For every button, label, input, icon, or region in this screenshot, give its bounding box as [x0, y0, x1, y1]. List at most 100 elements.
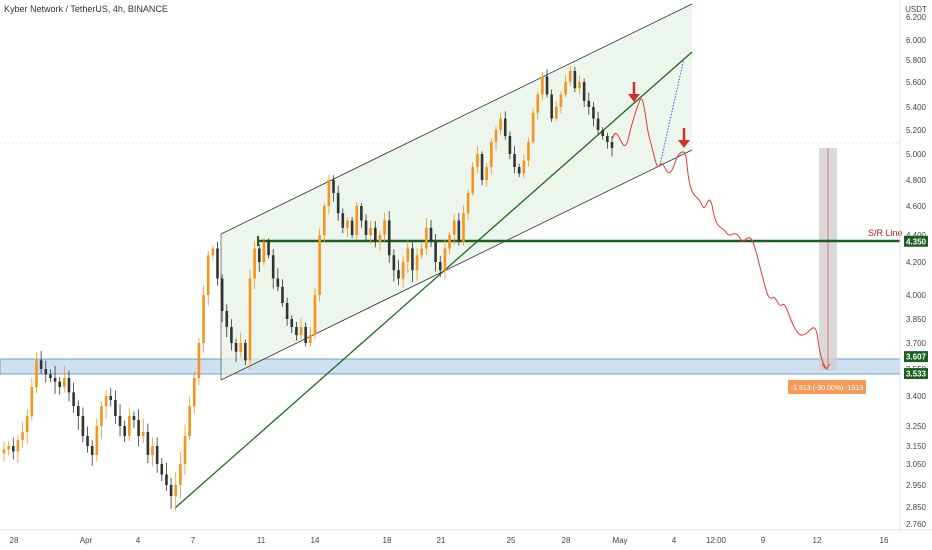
candle-down	[610, 142, 614, 148]
candle-up	[2, 449, 6, 454]
candle-up	[197, 343, 201, 378]
candle-up	[25, 416, 29, 432]
candle-down	[53, 378, 57, 382]
candle-down	[360, 206, 363, 221]
candle-up	[174, 485, 178, 496]
candle-up	[248, 278, 252, 361]
y-tick-label: 5.200	[906, 126, 927, 135]
x-tick-label: 4	[672, 536, 677, 545]
candle-down	[234, 343, 238, 352]
candle-down	[67, 378, 71, 393]
candle-down	[230, 327, 233, 343]
candle-up	[541, 76, 544, 95]
x-tick-label: 4	[136, 536, 141, 545]
candle-down	[114, 400, 117, 416]
candle-down	[503, 118, 507, 136]
chart-title: Kyber Network / TetherUS, 4h, BINANCE	[4, 4, 168, 14]
candle-up	[299, 327, 303, 335]
y-axis: 6.200 6.000 5.800 5.600 5.400 5.200 5.000 4.800…	[906, 13, 927, 529]
candle-up	[104, 396, 108, 406]
x-tick-label: 14	[311, 536, 320, 545]
candle-up	[100, 406, 103, 426]
candle-up	[151, 446, 154, 455]
price-tag	[904, 351, 928, 363]
candle-down	[76, 406, 80, 416]
candle-down	[350, 220, 354, 235]
candle-down	[480, 154, 484, 180]
price-tag	[904, 368, 928, 380]
candle-up	[30, 387, 34, 416]
x-tick-label: 16	[880, 536, 889, 545]
sr-label: S/R Line	[868, 228, 903, 238]
projection-connector	[659, 57, 685, 166]
candle-down	[160, 464, 164, 475]
candle-down	[225, 311, 229, 327]
y-tick-label: 5.600	[906, 78, 927, 87]
candle-up	[499, 118, 502, 130]
candle-up	[522, 160, 526, 174]
candle-up	[202, 295, 205, 343]
candle-down	[165, 474, 168, 485]
y-tick-label: 4.800	[906, 176, 927, 185]
candle-up	[527, 142, 530, 161]
y-tick-label: 2.850	[906, 503, 927, 512]
price-tag	[904, 235, 928, 247]
candle-down	[545, 76, 549, 95]
candle-down	[123, 426, 126, 436]
candle-down	[58, 381, 61, 387]
candle-down	[90, 446, 94, 455]
candle-down	[304, 327, 307, 343]
rising-trendline	[174, 51, 693, 509]
candle-up	[448, 235, 451, 249]
x-tick-label: 18	[383, 536, 392, 545]
candle-down	[364, 220, 368, 235]
candle-down	[295, 327, 298, 335]
y-tick-label: 3.150	[906, 442, 927, 451]
candle-down	[587, 100, 591, 107]
candle-up	[490, 142, 493, 167]
candle-down	[341, 213, 345, 228]
y-tick-label: 4.200	[906, 258, 927, 267]
candle-down	[336, 193, 340, 214]
candle-up	[559, 94, 563, 107]
candle-up	[183, 436, 187, 464]
candle-down	[257, 248, 261, 262]
candle-up	[327, 180, 331, 206]
y-tick-label: 3.700	[906, 339, 927, 348]
candle-down	[169, 485, 173, 496]
candle-up	[141, 432, 145, 436]
candle-down	[11, 446, 15, 452]
channel-lower-line	[220, 149, 693, 381]
candle-down	[550, 94, 553, 119]
candle-down	[39, 360, 43, 369]
y-tick-label: 4.000	[906, 291, 927, 300]
candle-down	[276, 278, 280, 287]
candle-up	[466, 193, 470, 214]
candle-down	[132, 416, 136, 420]
y-tick-label: 3.250	[906, 422, 927, 431]
candle-up	[21, 432, 24, 440]
candle-up	[485, 167, 488, 180]
candle-down	[281, 286, 284, 303]
candle-up	[253, 248, 256, 279]
projection-path	[611, 98, 827, 369]
candle-down	[109, 396, 113, 400]
down-arrow-icon	[678, 128, 690, 148]
candle-up	[318, 235, 321, 295]
candle-up	[262, 241, 266, 262]
projection-arrowhead	[821, 363, 831, 370]
x-tick-label: 12	[813, 536, 822, 545]
y-tick-label: 6.200	[906, 13, 927, 22]
candle-down	[601, 130, 605, 136]
y-tick-label: 5.400	[906, 103, 927, 112]
price-tag-label: 3.607	[906, 353, 927, 362]
candle-up	[16, 440, 20, 452]
candle-down	[517, 167, 521, 174]
measure-label: -1.513 (-30.00%) -1513	[791, 385, 863, 392]
y-tick-label: 4.600	[906, 202, 927, 211]
candle-up	[63, 378, 66, 387]
candle-up	[211, 248, 215, 256]
candle-down	[387, 220, 391, 256]
candle-down	[49, 374, 52, 378]
candle-up	[415, 255, 419, 271]
